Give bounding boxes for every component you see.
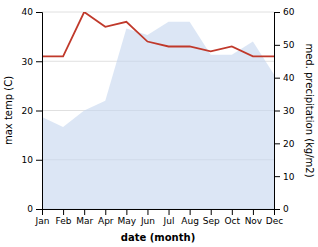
tick: Jan — [35, 209, 50, 226]
tick: 20 — [22, 106, 42, 116]
tick-label: 0 — [27, 204, 33, 214]
tick: 40 — [274, 73, 295, 83]
tick: Aug — [181, 209, 199, 226]
tick: 40 — [22, 7, 42, 17]
tick-label: 10 — [22, 155, 34, 165]
tick: 20 — [274, 139, 295, 149]
tick: Nov — [245, 209, 263, 226]
tick-mark — [274, 12, 280, 13]
tick-mark — [169, 209, 170, 215]
tick-mark — [36, 12, 42, 13]
tick: 0 — [274, 204, 289, 214]
tick-mark — [253, 209, 254, 215]
tick-label: Dec — [266, 216, 283, 226]
tick: May — [118, 209, 137, 226]
tick-mark — [232, 209, 233, 215]
tick-mark — [190, 209, 191, 215]
tick-label: 30 — [22, 57, 34, 67]
marks — [42, 12, 274, 209]
y2-axis: 0 10 20 30 40 50 60 — [274, 7, 295, 214]
tick: 30 — [22, 57, 42, 67]
axis-line — [43, 210, 275, 216]
tick-label: Mar — [76, 216, 93, 226]
grid-line — [42, 12, 274, 13]
x-axis: Jan Feb Mar Apr MayJun Jul Aug Sep Oct NovDec — [35, 209, 284, 226]
tick: Dec — [266, 209, 283, 226]
tick: Jul — [163, 209, 175, 226]
tick-mark — [36, 160, 42, 161]
tick-mark — [63, 209, 64, 215]
tick-label: Aug — [181, 216, 199, 226]
tick: 0 — [27, 204, 42, 214]
y-axis-title: max temp (C) — [3, 76, 14, 145]
tick-mark — [274, 45, 280, 46]
plot: JanFebMarAprMayJunJulAugSepOctNovDec0102… — [3, 7, 315, 243]
tick: 60 — [274, 7, 295, 17]
tick: Feb — [56, 209, 72, 226]
tick-label: 40 — [283, 73, 295, 83]
tick-mark — [274, 143, 280, 144]
tick-label: Feb — [56, 216, 72, 226]
tick-mark — [84, 209, 85, 215]
line — [42, 12, 274, 56]
tick-mark — [36, 111, 42, 112]
tick: Oct — [225, 209, 241, 226]
chart: JanFebMarAprMayJunJulAugSepOctNovDec0102… — [0, 0, 318, 247]
tick-mark — [126, 209, 127, 215]
tick-label: Jan — [35, 216, 50, 226]
tick-label: Oct — [225, 216, 241, 226]
tick-label: Jun — [140, 216, 155, 226]
tick-label: Sep — [203, 216, 220, 226]
tick-label: 20 — [283, 139, 295, 149]
tick-mark — [211, 209, 212, 215]
tick-label: May — [118, 216, 137, 226]
tick-label: 60 — [283, 7, 295, 17]
tick: Jun — [140, 209, 155, 226]
tick: 10 — [22, 155, 42, 165]
tick-label: 10 — [283, 172, 295, 182]
tick-label: 20 — [22, 106, 34, 116]
tick-mark — [36, 61, 42, 62]
grid — [42, 12, 274, 209]
tick: 50 — [274, 40, 295, 50]
tick: 30 — [274, 106, 295, 116]
tick-label: 30 — [283, 106, 295, 116]
x-axis-title: date (month) — [121, 232, 195, 243]
y2-axis-title: med. precipitation (kg/m2) — [304, 43, 315, 177]
tick: 10 — [274, 172, 295, 182]
tick-label: Nov — [245, 216, 263, 226]
y-axis: 0 10 20 30 40 — [22, 7, 43, 214]
axis-line — [36, 13, 43, 210]
tick: Sep — [203, 209, 220, 226]
tick-label: Apr — [98, 216, 114, 226]
tick-label: 0 — [283, 204, 289, 214]
tick-label: Jul — [163, 216, 175, 226]
tick-label: 40 — [22, 7, 34, 17]
tick: Apr — [98, 209, 114, 226]
tick-mark — [105, 209, 106, 215]
tick-mark — [274, 176, 280, 177]
axis-line — [275, 13, 281, 210]
tick-mark — [274, 209, 280, 210]
tick: Mar — [76, 209, 93, 226]
tick-label: 50 — [283, 40, 295, 50]
tick-mark — [36, 209, 42, 210]
tick-mark — [274, 78, 280, 79]
tick-mark — [274, 111, 280, 112]
tick-mark — [147, 209, 148, 215]
